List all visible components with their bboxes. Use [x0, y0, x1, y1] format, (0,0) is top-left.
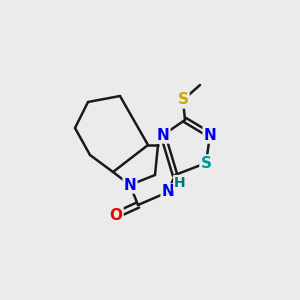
Text: N: N	[157, 128, 169, 142]
Text: O: O	[110, 208, 122, 223]
Text: N: N	[162, 184, 174, 200]
Text: N: N	[124, 178, 136, 193]
Text: H: H	[174, 176, 186, 190]
Text: S: S	[200, 155, 211, 170]
Text: N: N	[204, 128, 216, 142]
Text: S: S	[178, 92, 188, 107]
